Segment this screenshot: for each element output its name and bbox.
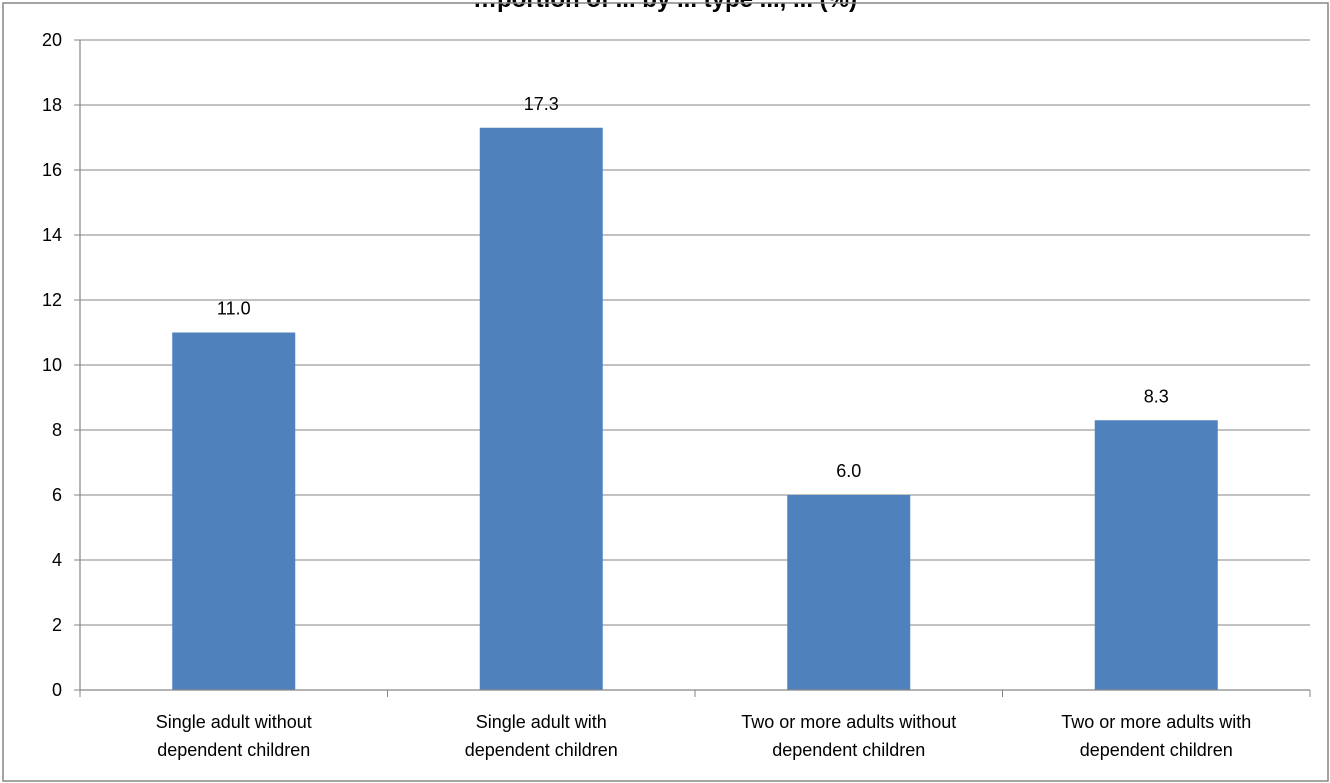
- y-tick-label: 2: [52, 615, 62, 635]
- x-category-label-line: Two or more adults with: [1061, 712, 1251, 732]
- x-category-label-line: Single adult without: [156, 712, 312, 732]
- x-category-label-line: Single adult with: [476, 712, 607, 732]
- y-tick-label: 16: [42, 160, 62, 180]
- x-category-label-line: dependent children: [1080, 740, 1233, 760]
- x-category-label-line: dependent children: [157, 740, 310, 760]
- x-category-label: Two or more adults without dependent chil…: [741, 712, 956, 760]
- x-category-label: Single adult without dependent children: [156, 712, 312, 760]
- x-category-label-line: dependent children: [465, 740, 618, 760]
- bar: [479, 127, 603, 690]
- y-tick-label: 14: [42, 225, 62, 245]
- x-category-label-line: dependent children: [772, 740, 925, 760]
- y-tick-label: 6: [52, 485, 62, 505]
- y-tick-label: 18: [42, 95, 62, 115]
- y-tick-label: 12: [42, 290, 62, 310]
- x-category-label: Two or more adults with dependent childre…: [1061, 712, 1251, 760]
- bar-data-label: 8.3: [1144, 386, 1169, 406]
- bar: [172, 332, 296, 690]
- x-category-label-line: Two or more adults without: [741, 712, 956, 732]
- y-tick-label: 10: [42, 355, 62, 375]
- x-category-label: Single adult with dependent children: [465, 712, 618, 760]
- bar-data-label: 17.3: [524, 94, 559, 114]
- bar: [787, 495, 911, 690]
- y-tick-label: 20: [42, 30, 62, 50]
- bar: [1094, 420, 1218, 690]
- bar-data-label: 11.0: [217, 299, 251, 319]
- y-tick-label: 0: [52, 680, 62, 700]
- y-tick-label: 8: [52, 420, 62, 440]
- y-tick-label: 4: [52, 550, 62, 570]
- bar-data-label: 6.0: [836, 461, 861, 481]
